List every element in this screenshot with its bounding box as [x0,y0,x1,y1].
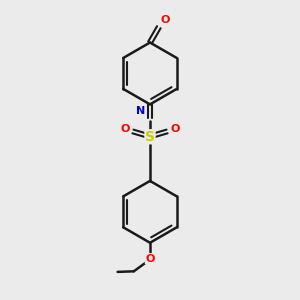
Text: O: O [145,254,155,264]
Text: N: N [136,106,145,116]
Text: O: O [160,15,170,25]
Text: O: O [171,124,180,134]
Text: O: O [120,124,129,134]
Text: S: S [145,130,155,144]
